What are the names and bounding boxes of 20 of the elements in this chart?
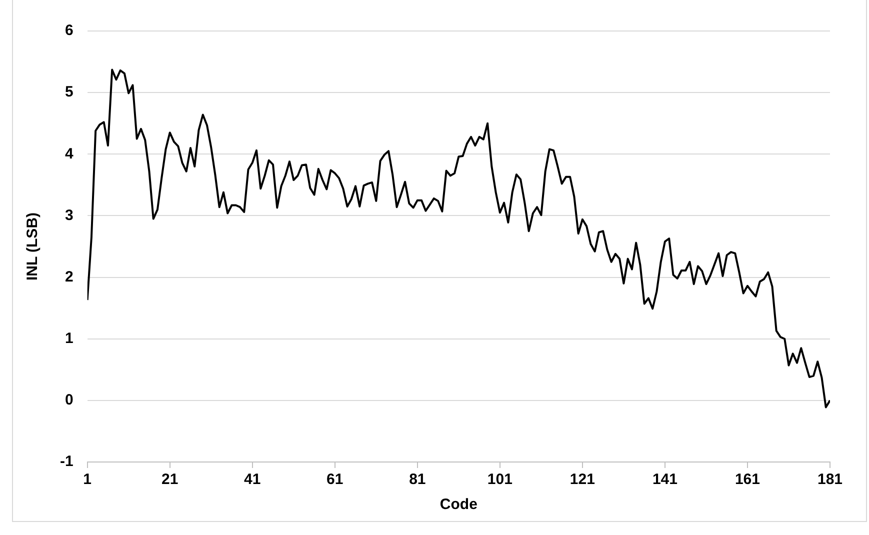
x-tick-label: 121 bbox=[570, 471, 595, 488]
y-tick-label: -1 bbox=[60, 453, 74, 470]
x-tick-label: 101 bbox=[487, 471, 512, 488]
x-tick-label: 181 bbox=[817, 471, 843, 488]
x-axis-title: Code bbox=[440, 496, 478, 514]
y-tick-label: 0 bbox=[64, 392, 74, 409]
x-tick-label: 61 bbox=[326, 471, 344, 488]
y-tick-label: 6 bbox=[64, 22, 74, 40]
x-tick-label: 141 bbox=[652, 471, 678, 488]
x-tick-label: 1 bbox=[83, 471, 92, 488]
x-tick-label: 81 bbox=[409, 471, 426, 488]
x-tick-label: 41 bbox=[244, 471, 261, 488]
y-axis-title: INL (LSB) bbox=[24, 212, 42, 281]
y-tick-label: 5 bbox=[64, 84, 74, 101]
y-tick-label: 1 bbox=[64, 330, 74, 347]
y-tick-label: 2 bbox=[64, 268, 74, 286]
y-tick-label: 3 bbox=[64, 206, 74, 224]
y-tick-label: 4 bbox=[64, 145, 74, 162]
x-tick-label: 161 bbox=[734, 471, 760, 488]
x-tick-label: 21 bbox=[162, 471, 178, 488]
